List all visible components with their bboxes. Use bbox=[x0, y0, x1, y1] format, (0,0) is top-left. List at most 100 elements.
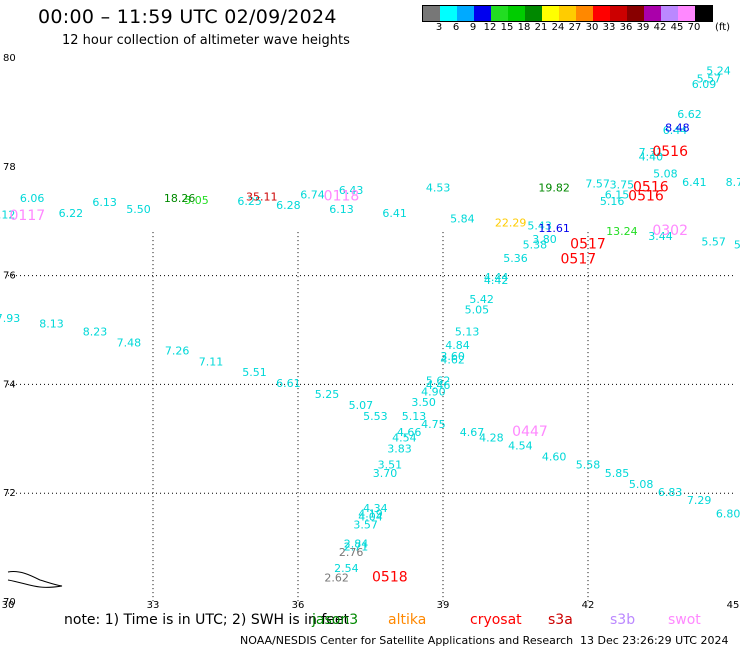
colorbar-swatch bbox=[542, 6, 559, 21]
pass-time-label: 0518 bbox=[372, 569, 408, 585]
wave-height-label: 2.54 bbox=[334, 562, 359, 575]
colorbar-swatch bbox=[678, 6, 695, 21]
wave-height-label: 4.75 bbox=[421, 418, 446, 431]
colorbar-swatch bbox=[440, 6, 457, 21]
wave-height-label: 4.53 bbox=[426, 181, 451, 194]
wave-height-label: 6.80 bbox=[716, 508, 740, 521]
wave-height-label: 7.48 bbox=[117, 336, 142, 349]
wave-height-label: 22.29 bbox=[495, 217, 527, 230]
pass-time-label: 0447 bbox=[512, 424, 548, 440]
colorbar-swatch bbox=[491, 6, 508, 21]
colorbar-swatch bbox=[423, 6, 440, 21]
wave-height-label: 5.51 bbox=[242, 366, 267, 379]
wave-height-label: 4.19 bbox=[358, 508, 383, 521]
colorbar-labels: 3 6 9 12 15 18 21 24 27 30 33 36 39 42 45 70 bbox=[422, 22, 740, 34]
wave-height-label: 6.61 bbox=[276, 377, 301, 390]
colorbar-swatch bbox=[576, 6, 593, 21]
colorbar-label: 39 bbox=[636, 22, 650, 33]
wave-height-label: 13.24 bbox=[606, 225, 638, 238]
wave-height-label: 5.57 bbox=[701, 236, 726, 249]
wave-height-label: 2.71 bbox=[344, 540, 369, 553]
wave-height-label: 5.42 bbox=[469, 293, 494, 306]
legend-item: swot bbox=[668, 612, 701, 628]
colorbar-swatch bbox=[457, 6, 474, 21]
x-tick-label: 30 bbox=[2, 600, 15, 611]
wave-height-label: 6.22 bbox=[59, 207, 84, 220]
y-tick-label: 70 bbox=[3, 597, 16, 608]
colorbar-swatch bbox=[593, 6, 610, 21]
wave-height-label: 7.57 bbox=[585, 177, 610, 190]
colorbar-label: 33 bbox=[602, 22, 616, 33]
wave-height-label: 6.13 bbox=[92, 196, 117, 209]
colorbar-swatch bbox=[508, 6, 525, 21]
wave-height-label: 4.04 bbox=[358, 510, 383, 523]
wave-height-label: 2.62 bbox=[324, 571, 349, 584]
wave-height-label: 6.13 bbox=[329, 203, 354, 216]
colorbar-label: 18 bbox=[517, 22, 531, 33]
wave-height-label: 3.51 bbox=[378, 459, 403, 472]
wave-height-label: 6.74 bbox=[300, 188, 325, 201]
pass-time-label: 0302 bbox=[652, 223, 688, 239]
wave-height-label: 4.54 bbox=[508, 440, 533, 453]
wave-height-label: 3.60 bbox=[440, 350, 465, 363]
colorbar-swatch bbox=[525, 6, 542, 21]
wave-height-label: 5.84 bbox=[450, 212, 475, 225]
x-tick-label: 39 bbox=[437, 600, 450, 611]
wave-height-label: 3.83 bbox=[387, 442, 412, 455]
wave-height-label: 5.07 bbox=[349, 399, 374, 412]
wave-height-label: 3.44 bbox=[648, 230, 673, 243]
colorbar-label: 21 bbox=[534, 22, 548, 33]
wave-height-label: 4.62 bbox=[440, 354, 465, 367]
wave-height-label: 4.28 bbox=[479, 432, 504, 445]
wave-height-label: 5.13 bbox=[402, 410, 427, 423]
legend-item: cryosat bbox=[470, 612, 522, 628]
wave-height-label: 5.85 bbox=[605, 467, 630, 480]
wave-height-label: 6.41 bbox=[382, 207, 407, 220]
wave-height-label: 6.83 bbox=[658, 486, 683, 499]
colorbar-label: 6 bbox=[452, 22, 460, 33]
wave-height-label: 4.66 bbox=[397, 426, 422, 439]
wave-height-label: 8.73 bbox=[726, 176, 740, 189]
colorbar-swatch bbox=[559, 6, 576, 21]
pass-time-label: 0117 bbox=[10, 208, 46, 224]
x-tick-label: 45 bbox=[727, 600, 740, 611]
wave-height-label: 5.25 bbox=[315, 388, 340, 401]
colorbar-swatch bbox=[695, 6, 712, 21]
chart-title: 00:00 – 11:59 UTC 02/09/2024 bbox=[38, 6, 337, 28]
pass-time-label: 0516 bbox=[628, 189, 664, 205]
wave-height-label: 5.13 bbox=[455, 325, 480, 338]
wave-height-label: 18.26 bbox=[164, 192, 196, 205]
colorbar-label: 30 bbox=[585, 22, 599, 33]
x-tick-label: 36 bbox=[292, 600, 305, 611]
wave-height-label: 5.43 bbox=[527, 219, 552, 232]
pass-time-label: 0516 bbox=[652, 144, 688, 160]
colorbar-label: 15 bbox=[500, 22, 514, 33]
wave-height-label: 6.15 bbox=[605, 188, 630, 201]
colorbar bbox=[422, 5, 713, 22]
wave-height-label: 5.05 bbox=[465, 304, 490, 317]
pass-time-label: 0517 bbox=[570, 236, 606, 252]
colorbar-swatch bbox=[644, 6, 661, 21]
colorbar-label: 24 bbox=[551, 22, 565, 33]
colorbar-label: 45 bbox=[670, 22, 684, 33]
wave-height-label: 6.06 bbox=[20, 192, 45, 205]
colorbar-label: 42 bbox=[653, 22, 667, 33]
wave-height-label: 5.05 bbox=[184, 194, 209, 207]
y-tick-label: 80 bbox=[3, 53, 16, 64]
wave-height-label: 4.60 bbox=[542, 451, 567, 464]
wave-height-label: 4.46 bbox=[426, 379, 451, 392]
colorbar-swatch bbox=[474, 6, 491, 21]
wave-height-label: 5.38 bbox=[523, 238, 548, 251]
wave-height-label: 7.12 bbox=[0, 208, 15, 221]
legend-item: s3a bbox=[548, 612, 573, 628]
wave-height-label: 7.26 bbox=[165, 344, 190, 357]
wave-height-label: 3.80 bbox=[532, 233, 557, 246]
colorbar-swatch bbox=[627, 6, 644, 21]
colorbar-swatch bbox=[661, 6, 678, 21]
wave-height-label: 7.11 bbox=[199, 355, 224, 368]
wave-height-label: 5.50 bbox=[126, 203, 151, 216]
footer-credit: NOAA/NESDIS Center for Satellite Applica… bbox=[240, 634, 574, 647]
wave-height-label: 19.82 bbox=[538, 181, 570, 194]
wave-height-label: 4.40 bbox=[639, 150, 664, 163]
